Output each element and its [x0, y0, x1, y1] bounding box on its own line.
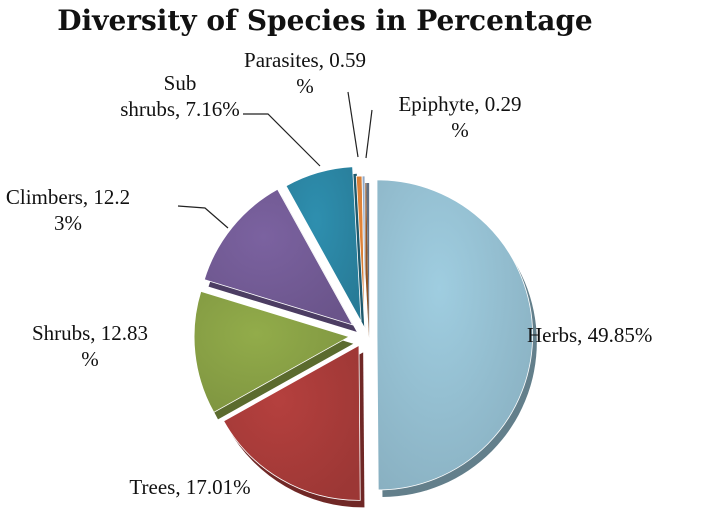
- data-label-line: 3%: [54, 211, 82, 235]
- data-label-line: Trees, 17.01%: [129, 475, 250, 499]
- data-label-trees: Trees, 17.01%: [129, 475, 250, 499]
- pie-slices: [193, 166, 533, 501]
- data-labels: Herbs, 49.85% Trees, 17.01% Shrubs, 12.83%…: [6, 48, 653, 499]
- pie-slice-trees: [223, 344, 361, 501]
- pie-slice-herbs: [376, 179, 533, 491]
- data-label-line: Shrubs, 12.83: [32, 321, 148, 345]
- data-label-sub-shrubs: Sub shrubs, 7.16%: [120, 71, 240, 121]
- leader-line-parasites: [347, 91, 359, 158]
- pie-slice-depth-epiphyte: [366, 183, 370, 339]
- chart-title: Diversity of Species in Percentage: [57, 4, 593, 37]
- data-label-line: Sub: [164, 71, 197, 95]
- leader-line-climbers: [177, 205, 229, 229]
- pie-slice-epiphyte: [361, 175, 366, 332]
- data-label-line: %: [81, 347, 99, 371]
- pie-slice-shrubs: [193, 290, 351, 413]
- leader-line-epiphyte: [365, 109, 373, 159]
- data-label-line: shrubs, 7.16%: [120, 97, 240, 121]
- data-label-line: Herbs, 49.85%: [527, 323, 652, 347]
- data-label-climbers: Climbers, 12.2 3%: [6, 185, 130, 235]
- data-label-shrubs: Shrubs, 12.83%: [32, 321, 148, 371]
- pie-slice-climbers: [203, 188, 354, 326]
- data-label-line: %: [296, 74, 314, 98]
- data-label-line: %: [451, 118, 469, 142]
- pie-slice-sub-shrubs: [285, 166, 362, 322]
- leader-lines: [177, 91, 373, 229]
- data-label-epiphyte: Epiphyte, 0.29%: [398, 92, 521, 142]
- data-label-line: Climbers, 12.2: [6, 185, 130, 209]
- leader-line-sub-shrubs: [243, 113, 321, 167]
- data-label-line: Epiphyte, 0.29: [398, 92, 521, 116]
- data-label-line: Parasites, 0.59: [244, 48, 366, 72]
- data-label-herbs: Herbs, 49.85%: [527, 323, 652, 347]
- data-label-parasites: Parasites, 0.59%: [244, 48, 366, 98]
